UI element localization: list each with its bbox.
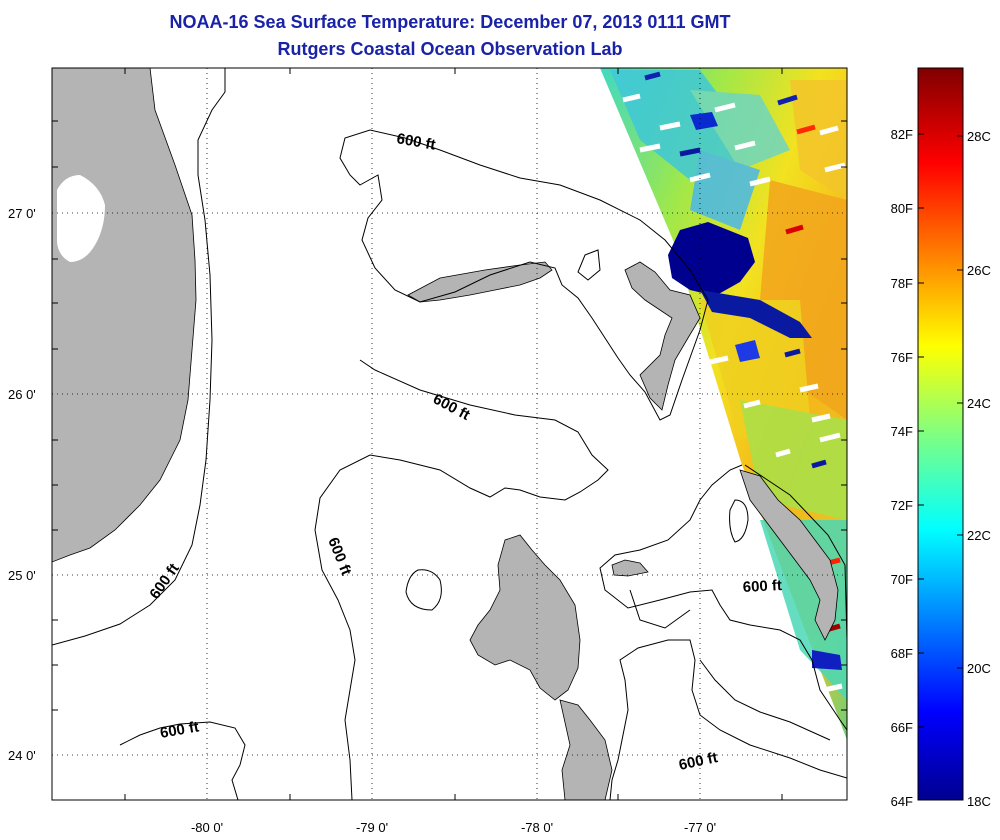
contour-label: 600 ft (742, 577, 782, 596)
lon-label-77: -77 0' (684, 820, 716, 835)
colorbar-f-78: 78F (891, 276, 913, 291)
lat-label-25: 25 0' (8, 568, 36, 583)
contour-label: 600 ft (677, 749, 719, 774)
colorbar-c-18: 18C (967, 794, 991, 809)
contours (52, 68, 847, 800)
colorbar-c-26: 26C (967, 263, 991, 278)
lat-label-27: 27 0' (8, 206, 36, 221)
colorbar-f-82: 82F (891, 127, 913, 142)
berry-islands (611, 559, 649, 577)
lat-label-24: 24 0' (8, 748, 36, 763)
frame-ticks (52, 68, 847, 800)
cold-patches (668, 112, 842, 670)
colorbar: 82F 80F 78F 76F 74F 72F 70F 68F 66F 64F … (891, 67, 991, 809)
contour-label: 600 ft (146, 560, 182, 602)
map-frame (51, 67, 848, 801)
map-frame-content: 600 ft 600 ft 600 ft 600 ft 600 ft 600 f… (52, 68, 847, 800)
colorbar-f-72: 72F (891, 498, 913, 513)
lon-label-80: -80 0' (191, 820, 223, 835)
lon-label-79: -79 0' (356, 820, 388, 835)
colorbar-f-76: 76F (891, 350, 913, 365)
cloud-streaks (622, 71, 846, 693)
lake-okeechobee (57, 175, 105, 262)
contour-label: 600 ft (159, 718, 201, 742)
colorbar-ticks (918, 133, 963, 728)
colorbar-c-28: 28C (967, 129, 991, 144)
colorbar-f-66: 66F (891, 720, 913, 735)
lat-label-26: 26 0' (8, 387, 36, 402)
contour-label: 600 ft (324, 535, 354, 578)
map-title: NOAA-16 Sea Surface Temperature: Decembe… (169, 12, 731, 32)
land (52, 68, 839, 800)
colorbar-c-20: 20C (967, 661, 991, 676)
lon-label-78: -78 0' (521, 820, 553, 835)
graticule (52, 68, 847, 800)
contour-label: 600 ft (395, 130, 437, 154)
andros-south (559, 699, 613, 800)
colorbar-scale (917, 67, 964, 801)
florida-peninsula (52, 68, 197, 563)
colorbar-f-74: 74F (891, 424, 913, 439)
colorbar-f-64: 64F (891, 794, 913, 809)
colorbar-f-68: 68F (891, 646, 913, 661)
grand-bahama (407, 261, 553, 303)
colorbar-f-80: 80F (891, 201, 913, 216)
map-subtitle: Rutgers Coastal Ocean Observation Lab (277, 39, 623, 59)
andros (469, 534, 581, 701)
colorbar-c-24: 24C (967, 396, 991, 411)
contour-label: 600 ft (430, 391, 473, 424)
colorbar-c-22: 22C (967, 528, 991, 543)
abaco (624, 261, 701, 411)
colorbar-f-70: 70F (891, 572, 913, 587)
eleuthera (739, 469, 839, 641)
